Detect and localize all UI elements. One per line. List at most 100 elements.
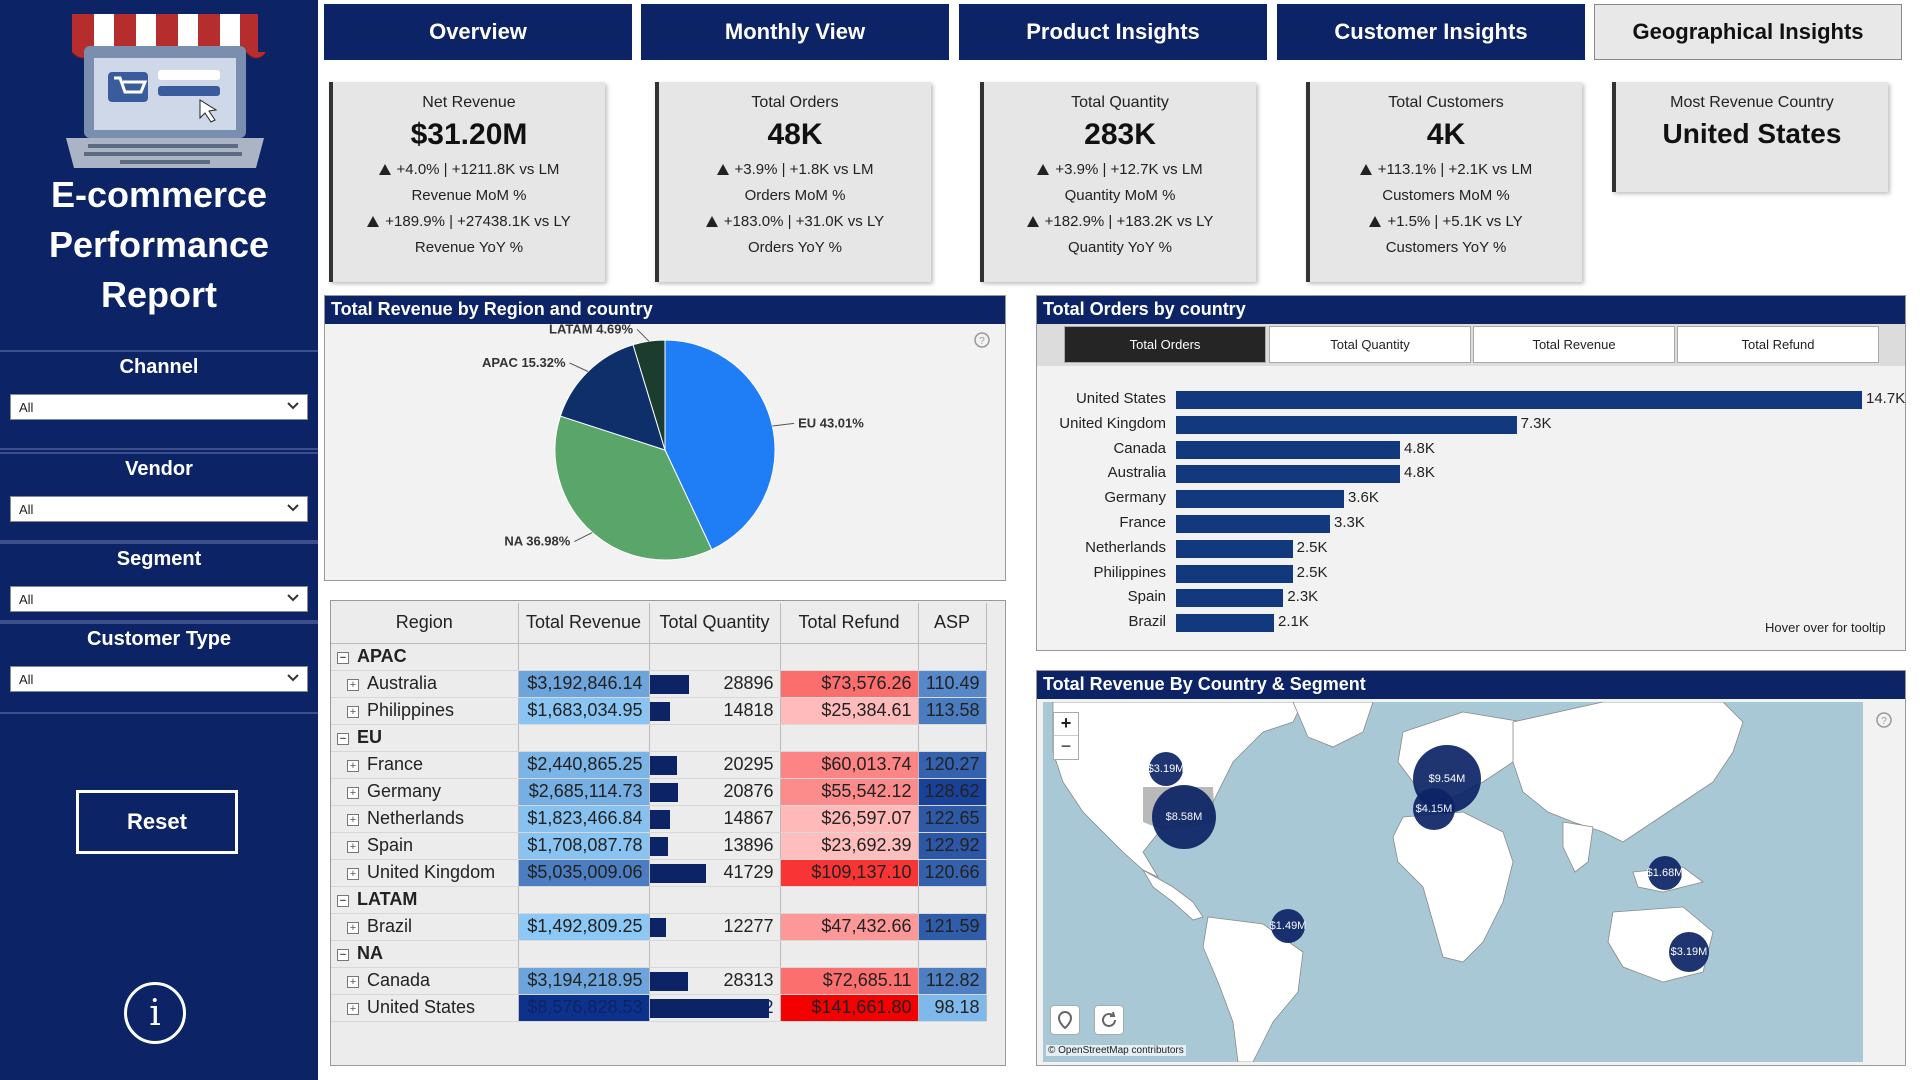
table-row[interactable]: + Brazil $1,492,809.25 12277 $47,432.66 121.5… bbox=[331, 913, 987, 941]
map-bubble-europe[interactable]: $4.15M bbox=[1413, 788, 1455, 830]
revenue-cell: $2,685,114.73 bbox=[518, 778, 650, 806]
world-map[interactable] bbox=[1043, 702, 1863, 1062]
location-pin-icon[interactable] bbox=[1050, 1005, 1080, 1035]
map-bubble-australia[interactable]: $3.19M bbox=[1669, 932, 1709, 972]
expand-icon[interactable]: + bbox=[347, 1003, 359, 1015]
toggle-total-quantity[interactable]: Total Quantity bbox=[1269, 326, 1471, 363]
kpi-mom-text: +4.0% | +1211.8K vs LM bbox=[396, 161, 560, 178]
refresh-icon[interactable] bbox=[1094, 1005, 1124, 1035]
country-name: Brazil bbox=[367, 916, 413, 936]
pie-slice-apac[interactable] bbox=[559, 344, 666, 451]
bar-spain[interactable] bbox=[1176, 589, 1284, 608]
map-bubble-canada[interactable]: $3.19M bbox=[1148, 752, 1184, 786]
zoom-out-button[interactable]: − bbox=[1060, 736, 1072, 756]
bar-netherlands[interactable] bbox=[1176, 539, 1293, 558]
bar-united-states[interactable] bbox=[1176, 391, 1862, 409]
vendor-dropdown-value: All bbox=[19, 502, 34, 517]
region-row[interactable]: − EU bbox=[331, 724, 987, 752]
kpi-yoy: +182.9% | +183.2K vs LY bbox=[984, 213, 1256, 230]
bar-united-kingdom[interactable] bbox=[1176, 415, 1517, 434]
quantity-databar bbox=[649, 917, 667, 937]
quantity-cell: 28896 bbox=[649, 670, 781, 698]
region-row[interactable]: − APAC bbox=[331, 643, 987, 671]
asp-cell: 122.65 bbox=[918, 805, 987, 833]
bar-australia[interactable] bbox=[1176, 465, 1400, 484]
map-bubble-united-states[interactable]: $8.58M bbox=[1152, 785, 1216, 849]
table-row[interactable]: + Australia $3,192,846.14 28896 $73,576.26 11… bbox=[331, 670, 987, 698]
table-row[interactable]: + France $2,440,865.25 20295 $60,013.74 120.2… bbox=[331, 751, 987, 779]
expand-icon[interactable]: + bbox=[347, 841, 359, 853]
region-name: EU bbox=[357, 727, 383, 747]
tab-overview[interactable]: Overview bbox=[324, 4, 632, 60]
customer-type-dropdown[interactable]: All bbox=[10, 666, 308, 692]
quantity-cell: 13896 bbox=[649, 832, 781, 860]
bar-germany[interactable] bbox=[1176, 490, 1344, 509]
expand-icon[interactable]: + bbox=[347, 868, 359, 880]
collapse-icon[interactable]: − bbox=[337, 949, 349, 961]
tab-monthly-view[interactable]: Monthly View bbox=[641, 4, 949, 60]
expand-icon[interactable]: + bbox=[347, 787, 359, 799]
table-row[interactable]: + Spain $1,708,087.78 13896 $23,692.39 122.92 bbox=[331, 832, 987, 860]
col-asp[interactable]: ASP bbox=[918, 603, 987, 644]
bar-value-label: 3.6K bbox=[1348, 489, 1379, 507]
table-row[interactable]: + United Kingdom $5,035,009.06 41729 $109,13… bbox=[331, 859, 987, 887]
kpi-mom-label: Revenue MoM % bbox=[411, 187, 527, 204]
expand-icon[interactable]: + bbox=[347, 814, 359, 826]
col-total-quantity[interactable]: Total Quantity bbox=[649, 603, 781, 644]
tab-product-insights[interactable]: Product Insights bbox=[959, 4, 1267, 60]
up-triangle-icon bbox=[367, 216, 380, 227]
tab-customer-insights[interactable]: Customer Insights bbox=[1277, 4, 1585, 60]
toggle-total-revenue[interactable]: Total Revenue bbox=[1473, 326, 1675, 363]
help-icon[interactable]: ? bbox=[1876, 712, 1892, 733]
toggle-total-orders[interactable]: Total Orders bbox=[1064, 326, 1266, 363]
quantity-databar bbox=[649, 674, 689, 694]
col-total-revenue[interactable]: Total Revenue bbox=[518, 603, 650, 644]
collapse-icon[interactable]: − bbox=[337, 733, 349, 745]
map-bubble-brazil[interactable]: $1.49M bbox=[1270, 909, 1306, 943]
col-total-refund[interactable]: Total Refund bbox=[780, 603, 919, 644]
table-row[interactable]: + Canada $3,194,218.95 28313 $72,685.11 112.8… bbox=[331, 967, 987, 995]
table-row[interactable]: + Netherlands $1,823,466.84 14867 $26,597.07… bbox=[331, 805, 987, 833]
quantity-value: 14818 bbox=[723, 700, 774, 720]
collapse-icon[interactable]: − bbox=[337, 895, 349, 907]
toggle-total-refund[interactable]: Total Refund bbox=[1677, 326, 1879, 363]
kpi-mom-text: +3.9% | +1.8K vs LM bbox=[734, 161, 874, 178]
region-name: LATAM bbox=[357, 889, 418, 909]
region-row[interactable]: − LATAM bbox=[331, 886, 987, 914]
bar-france[interactable] bbox=[1176, 515, 1330, 533]
map-attribution: © OpenStreetMap contributors bbox=[1046, 1045, 1186, 1056]
refund-cell: $23,692.39 bbox=[780, 832, 919, 860]
zoom-in-button[interactable]: + bbox=[1054, 713, 1078, 736]
tab-geographical-insights[interactable]: Geographical Insights bbox=[1594, 4, 1902, 60]
pie-slice-eu[interactable] bbox=[664, 339, 776, 551]
region-row[interactable]: − NA bbox=[331, 940, 987, 968]
col-region[interactable]: Region bbox=[331, 603, 519, 644]
kpi-total-quantity: Total Quantity 283K +3.9% | +12.7K vs LM… bbox=[980, 82, 1256, 282]
map-bubble-philippines[interactable]: $1.68M bbox=[1647, 856, 1683, 890]
info-icon[interactable]: i bbox=[124, 982, 186, 1044]
kpi-yoy-label: Revenue YoY % bbox=[414, 239, 524, 256]
reset-button[interactable]: Reset bbox=[76, 790, 238, 854]
channel-dropdown[interactable]: All bbox=[10, 394, 308, 420]
table-row[interactable]: + Germany $2,685,114.73 20876 $55,542.12 128.… bbox=[331, 778, 987, 806]
segment-dropdown[interactable]: All bbox=[10, 586, 308, 612]
bar-canada[interactable] bbox=[1176, 440, 1400, 459]
bar-category-label: Canada bbox=[1113, 439, 1166, 457]
table-row[interactable]: + United States $8,576,828.53 87362 $141,661… bbox=[331, 994, 987, 1022]
help-icon[interactable]: ? bbox=[974, 332, 990, 348]
bar-brazil[interactable] bbox=[1176, 614, 1274, 633]
bar-philippines[interactable] bbox=[1176, 564, 1293, 583]
expand-icon[interactable]: + bbox=[347, 976, 359, 988]
expand-icon[interactable]: + bbox=[347, 679, 359, 691]
orders-bar-chart: United States 14.7K United Kingdom 7.3K Cana… bbox=[1036, 390, 1906, 640]
chevron-down-icon bbox=[287, 594, 299, 602]
kpi-yoy: +183.0% | +31.0K vs LY bbox=[659, 213, 931, 230]
revenue-cell: $5,035,009.06 bbox=[518, 859, 650, 887]
expand-icon[interactable]: + bbox=[347, 922, 359, 934]
expand-icon[interactable]: + bbox=[347, 760, 359, 772]
expand-icon[interactable]: + bbox=[347, 706, 359, 718]
collapse-icon[interactable]: − bbox=[337, 652, 349, 664]
region-name: NA bbox=[357, 943, 383, 963]
vendor-dropdown[interactable]: All bbox=[10, 496, 308, 522]
table-row[interactable]: + Philippines $1,683,034.95 14818 $25,384.61… bbox=[331, 697, 987, 725]
